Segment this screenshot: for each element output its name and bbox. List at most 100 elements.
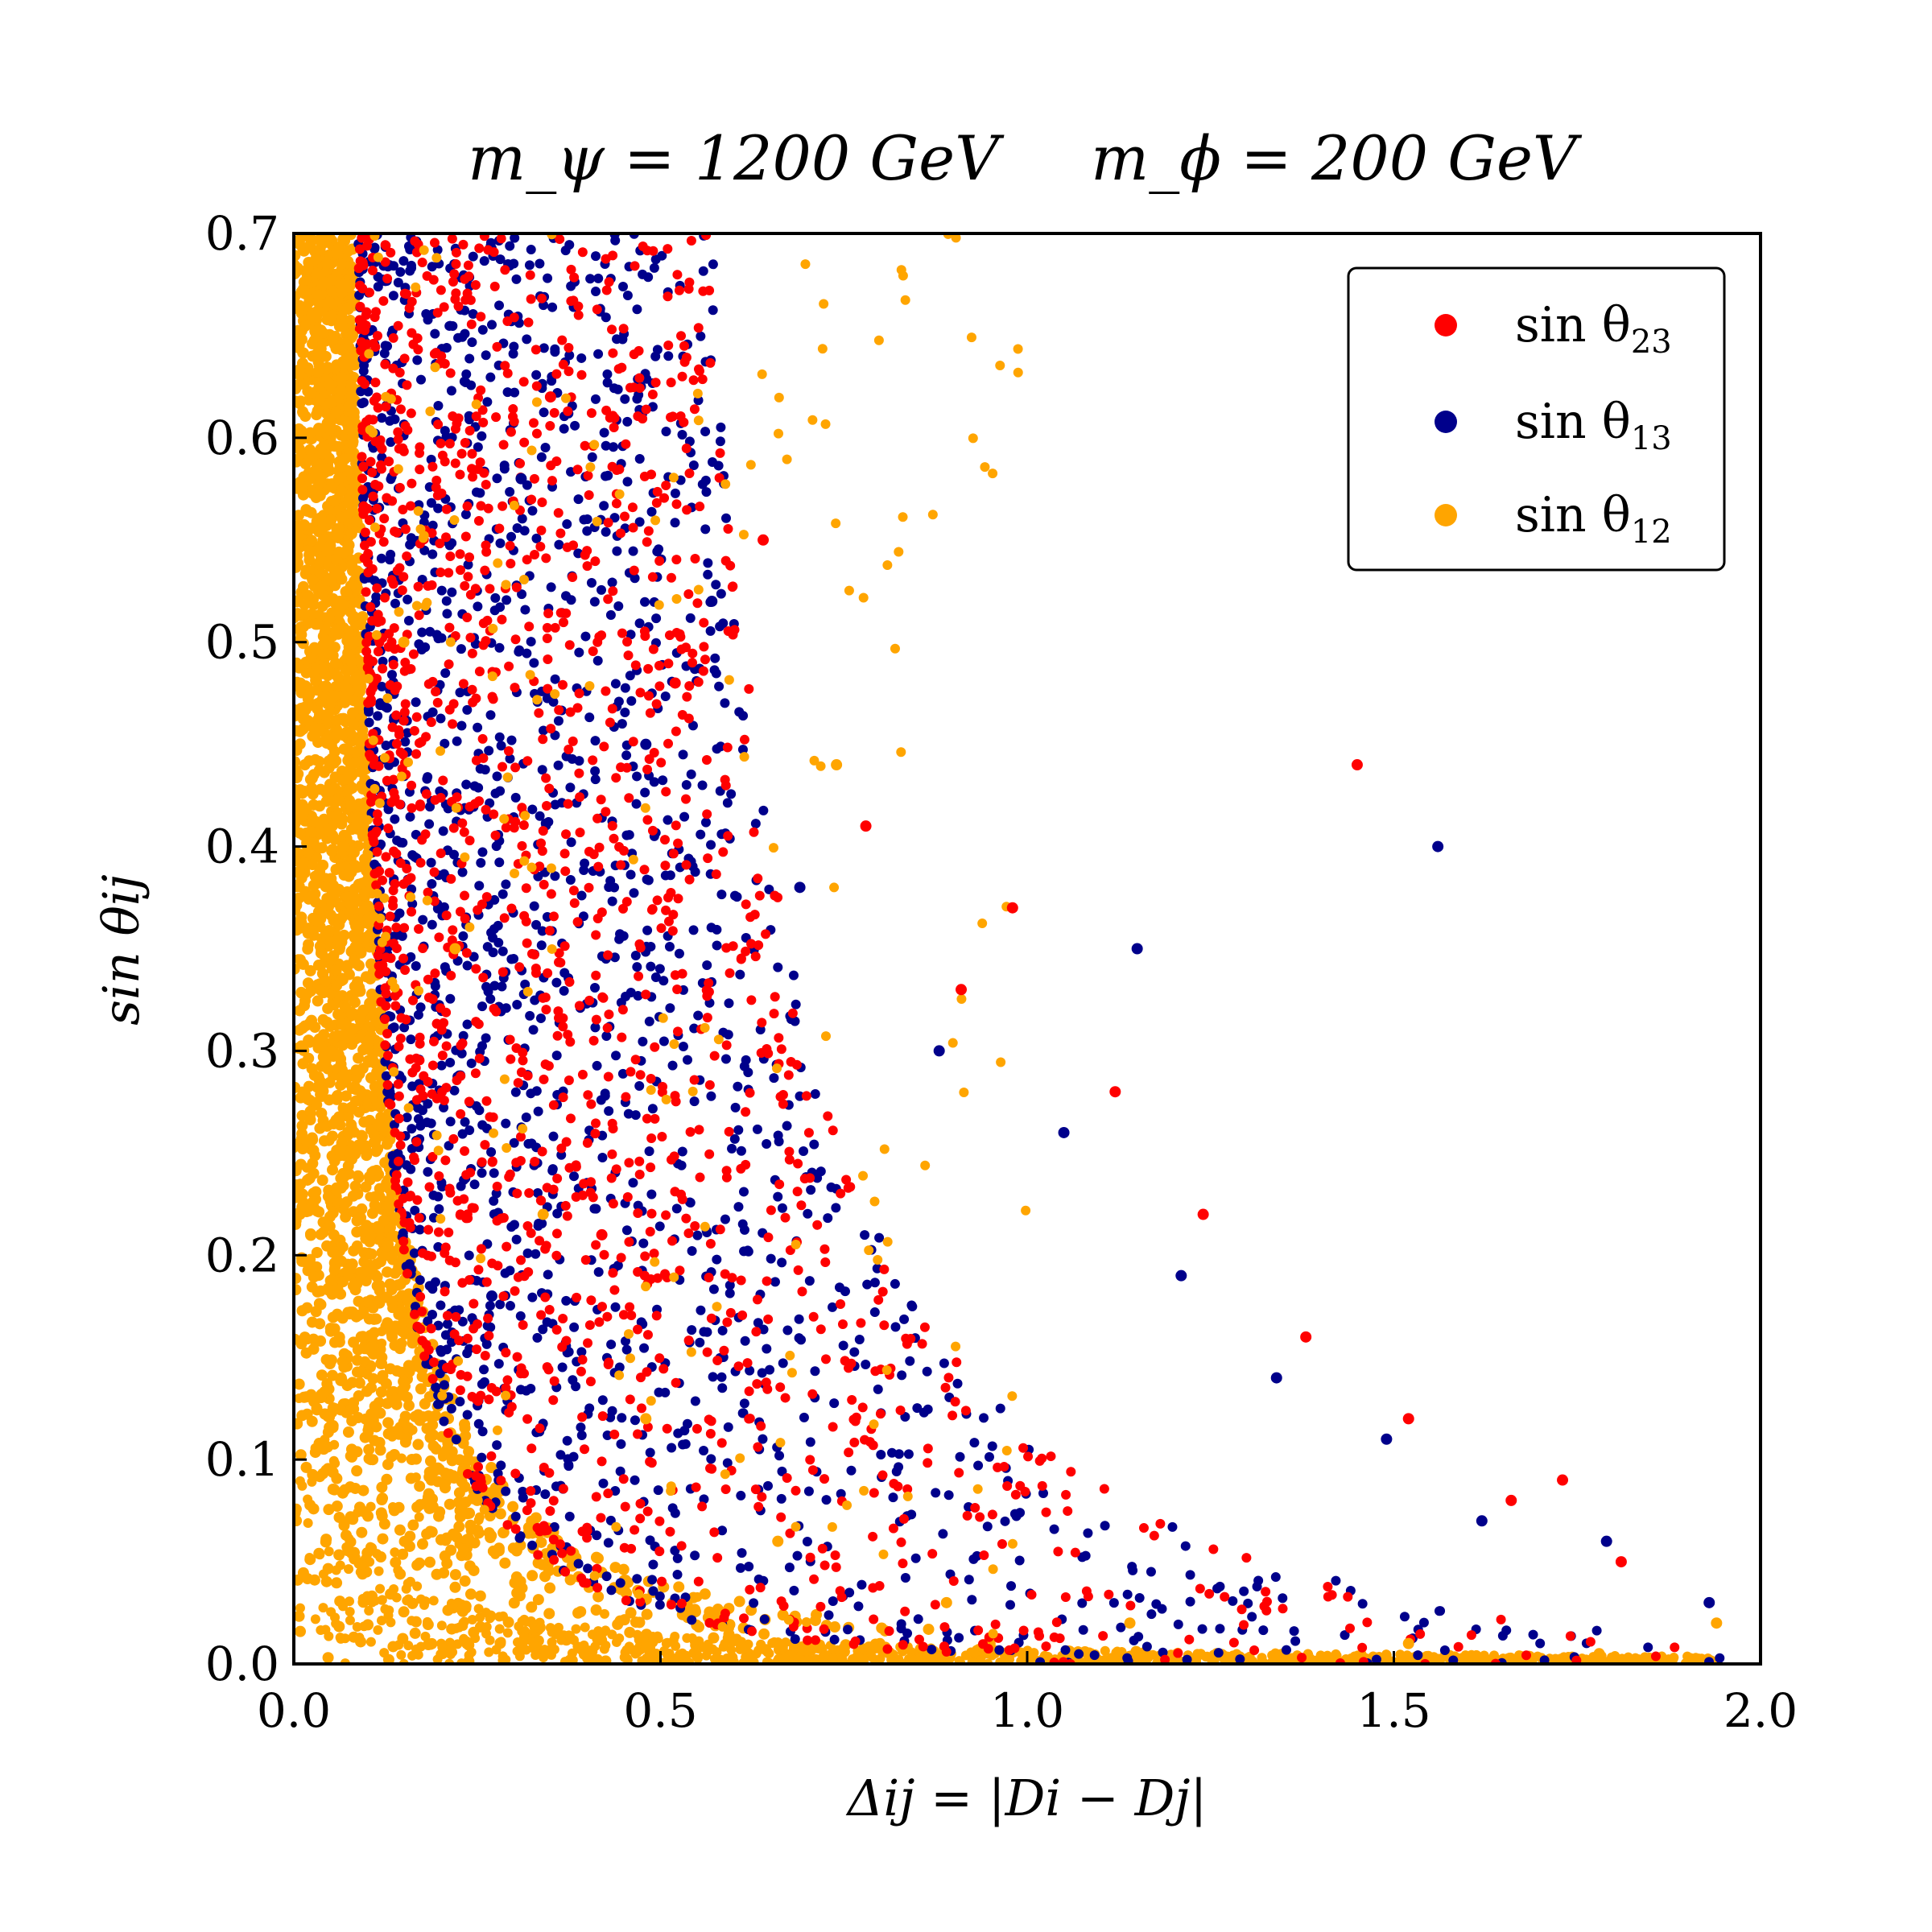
series-theta12-point (728, 1652, 738, 1662)
series-theta13-point (536, 452, 547, 462)
series-theta12-point (309, 753, 321, 766)
series-theta13-point (647, 1575, 658, 1585)
series-theta13-point (543, 1269, 553, 1280)
series-theta13-point (524, 260, 535, 270)
series-theta13-point (840, 1286, 850, 1297)
series-theta13-point (599, 427, 609, 438)
series-theta12-point (575, 1606, 587, 1618)
series-theta13-point (568, 1375, 578, 1385)
series-theta12-point (306, 535, 318, 547)
series-theta13-point (424, 1281, 435, 1291)
series-theta13-point (913, 1614, 923, 1624)
series-theta13-point (407, 850, 418, 861)
series-theta13-point (440, 668, 451, 679)
series-theta13-point (733, 1202, 744, 1212)
series-theta13-point (526, 1384, 536, 1394)
series-theta12-point (307, 859, 319, 871)
series-theta13-point (534, 1218, 544, 1228)
series-theta13-point (699, 1327, 709, 1337)
series-theta13-point (406, 1034, 416, 1045)
series-theta13-point (987, 1441, 997, 1451)
series-theta12-point (346, 1415, 358, 1427)
series-theta13-point (382, 703, 392, 713)
series-theta13-point (846, 1465, 857, 1476)
series-theta12-point (677, 1648, 687, 1658)
series-theta13-point (744, 1562, 754, 1572)
series-theta13-point (464, 1125, 475, 1136)
series-theta12-point (439, 1482, 451, 1494)
series-theta12-point (330, 896, 342, 908)
series-theta13-point (489, 1168, 499, 1179)
series-theta13-point (622, 477, 633, 487)
series-theta12-point (303, 688, 316, 700)
series-theta13-point (667, 1443, 677, 1453)
series-theta13-point (922, 1366, 932, 1377)
series-theta12-point (600, 1655, 612, 1664)
series-theta12-point (339, 680, 351, 692)
series-theta13-point (709, 665, 720, 675)
series-theta12-point (352, 1170, 364, 1182)
series-theta12-point (315, 1550, 325, 1560)
series-theta12-point (356, 1526, 368, 1538)
series-theta12-point (449, 1569, 461, 1581)
series-theta13-point (551, 977, 562, 988)
series-theta12-point (302, 589, 314, 601)
series-theta13-point (794, 1314, 804, 1324)
series-theta13-point (593, 349, 604, 359)
series-theta13-point (1270, 1572, 1281, 1583)
series-theta13-point (569, 1322, 580, 1332)
series-theta13-point (737, 1548, 747, 1558)
series-theta12-point (394, 1278, 407, 1290)
series-theta12-point (304, 238, 316, 250)
series-theta12-point (410, 1453, 422, 1465)
series-theta12-point (295, 1603, 305, 1613)
series-theta13-point (706, 1454, 716, 1464)
series-theta12-point (324, 1358, 336, 1370)
series-theta12-point (336, 1255, 348, 1267)
series-theta13-point (550, 344, 560, 354)
series-theta13-point (424, 819, 435, 829)
series-theta12-point (401, 1583, 411, 1594)
series-theta12-point (375, 1583, 386, 1594)
series-theta13-point (427, 919, 437, 930)
series-theta13-point (770, 1277, 780, 1287)
series-theta13-point (777, 1257, 787, 1268)
series-theta12-point (330, 864, 342, 876)
series-theta13-point (1247, 1612, 1257, 1622)
series-theta13-point (632, 962, 642, 972)
series-theta13-point (736, 1490, 746, 1501)
series-theta13-point (559, 968, 570, 978)
series-theta13-point (838, 1340, 848, 1351)
series-theta12-point (311, 1261, 323, 1273)
series-theta13-point (610, 235, 621, 246)
series-theta13-point (481, 1033, 491, 1043)
series-theta13-point (510, 1087, 521, 1097)
series-theta13-point (869, 1307, 880, 1318)
series-theta12-point (422, 1616, 432, 1627)
series-theta13-point (806, 1185, 816, 1195)
series-theta12-point (423, 1502, 436, 1514)
series-theta12-point (389, 1583, 399, 1594)
series-theta12-point (368, 1137, 380, 1149)
series-theta12-point (296, 1201, 308, 1213)
series-theta12-point (347, 717, 359, 729)
series-theta13-point (433, 634, 444, 644)
series-theta12-point (294, 924, 303, 936)
series-theta12-point (699, 1588, 711, 1600)
series-theta12-point (380, 1291, 392, 1303)
series-theta13-point (717, 1325, 728, 1335)
series-theta12-point (382, 1266, 394, 1278)
series-theta13-point (477, 847, 488, 857)
series-theta13-point (466, 1058, 477, 1068)
series-theta13-point (1014, 1555, 1025, 1566)
series-theta13-point (622, 291, 633, 301)
series-theta12-point (325, 514, 337, 526)
series-theta13-point (643, 875, 654, 886)
series-theta12-point (336, 765, 348, 777)
series-theta12-point (314, 708, 326, 720)
series-theta12-point (366, 1265, 378, 1277)
series-theta12-point (312, 366, 324, 378)
series-theta13-point (954, 1633, 964, 1643)
series-theta13-point (642, 925, 653, 935)
series-theta13-point (1643, 1642, 1653, 1653)
